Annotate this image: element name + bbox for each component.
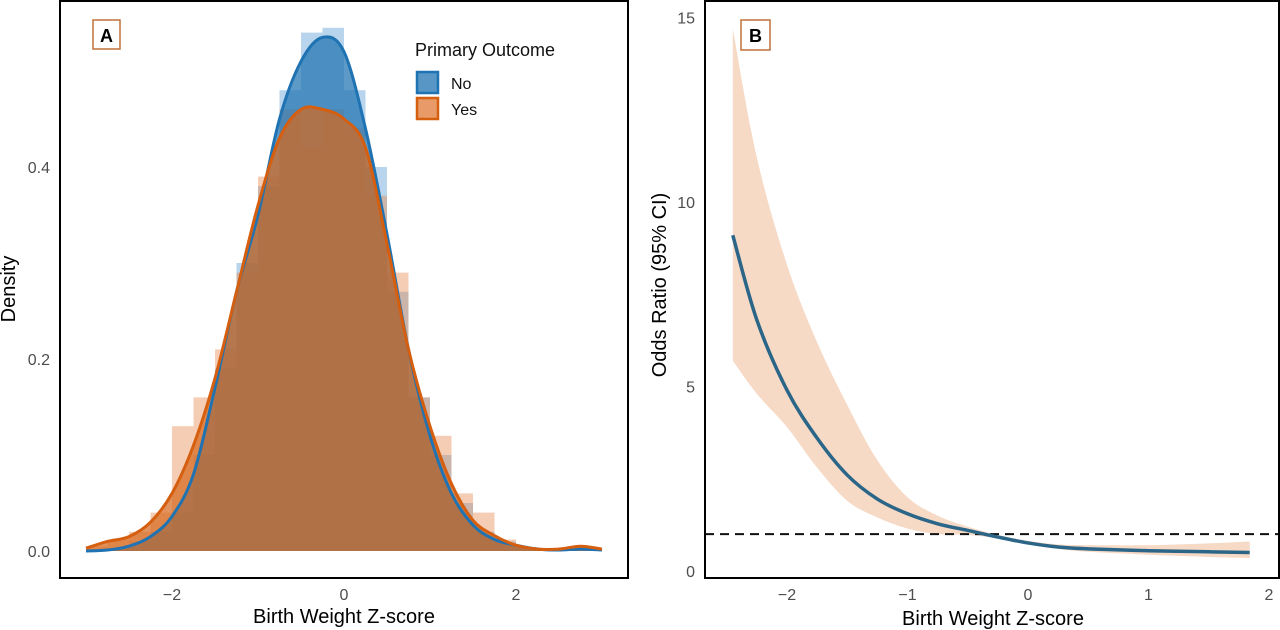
panel-a-label: A [100,26,113,46]
panel-a-frame [59,0,629,579]
y-tick-label: 10 [677,195,695,212]
legend: Primary Outcome No Yes [415,40,555,121]
legend-key-no [415,70,440,95]
panel-b-y-axis-title: Odds Ratio (95% CI) [649,193,671,378]
odds-ratio-curve [731,234,1250,555]
confidence-band [732,28,1250,559]
x-tick-label: −2 [778,587,796,604]
legend-key-yes [415,96,440,121]
x-tick-label: 2 [512,587,521,604]
panel-b-label-box [740,19,771,51]
density-area-yes [86,106,602,551]
panel-a-label-box [92,19,121,50]
x-tick-label: 1 [1144,587,1153,604]
panel-b-x-axis-title: Birth Weight Z-score [902,608,1084,630]
y-tick-label: 0.0 [28,544,50,561]
x-tick-label: −2 [163,587,181,604]
panel-a: A −2 0 2 0.0 0.2 0.4 Birth Weight Z-score Den… [0,0,629,628]
panel-b-label: B [749,26,762,46]
panel-b: B −2 −1 0 1 2 0 5 10 15 Birth Weight Z-score Odd… [649,0,1280,630]
y-tick-label: 15 [677,11,695,28]
y-tick-label: 5 [686,380,695,397]
y-tick-label: 0.4 [28,160,50,177]
x-tick-label: −1 [898,587,916,604]
panel-a-x-axis-title: Birth Weight Z-score [253,606,435,628]
legend-title: Primary Outcome [415,40,555,60]
legend-label-yes: Yes [451,102,477,119]
x-tick-label: 0 [1024,587,1033,604]
x-tick-label: 2 [1265,587,1274,604]
legend-label-no: No [451,76,472,93]
y-tick-label: 0 [686,564,695,581]
panel-b-axes [704,0,1280,579]
x-tick-label: 0 [340,587,349,604]
density-curves [85,35,603,553]
density-line-yes [85,105,603,551]
y-tick-label: 0.2 [28,352,50,369]
panel-a-y-axis-title: Density [0,256,20,323]
